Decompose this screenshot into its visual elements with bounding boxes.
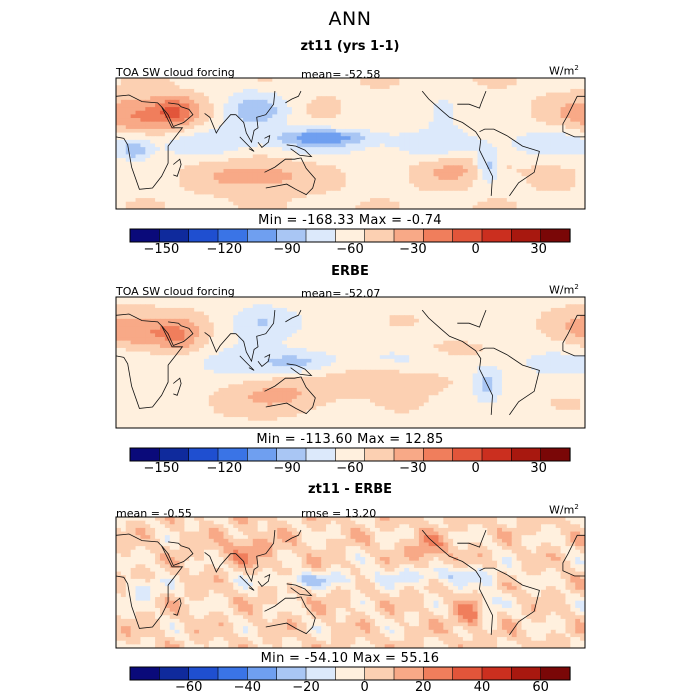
panel2-title: ERBE — [331, 264, 369, 279]
colorbar-swatch — [335, 666, 366, 681]
colorbar-tick-label: 20 — [415, 680, 432, 695]
colorbar-swatch — [393, 666, 424, 681]
figure-title: ANN — [328, 8, 372, 30]
panel1-units: W/m2 — [549, 64, 579, 78]
colorbar-swatch — [511, 666, 542, 681]
panel2-field — [116, 297, 585, 428]
colorbar-tick-label: −40 — [233, 680, 262, 695]
colorbar-swatch — [423, 666, 454, 681]
colorbar-tick-label: −30 — [399, 242, 427, 257]
panel3-title: zt11 - ERBE — [308, 482, 392, 497]
colorbar-tick-label: −60 — [336, 461, 364, 476]
colorbar-tick-label: −90 — [273, 461, 301, 476]
colorbar-swatch — [217, 666, 248, 681]
colorbar-swatch — [305, 666, 336, 681]
colorbar-swatch — [129, 666, 160, 681]
colorbar-tick-label: 60 — [532, 680, 549, 695]
panel2-colorbar — [129, 447, 571, 462]
panel3-minmax: Min = -54.10 Max = 55.16 — [260, 651, 440, 666]
panel3-colorbar — [129, 666, 571, 681]
colorbar-swatch — [481, 666, 512, 681]
colorbar-tick-label: 0 — [471, 242, 480, 257]
panel3-coastlines — [116, 529, 585, 636]
panel1-colorbar — [129, 228, 571, 243]
colorbar-tick-label: −120 — [206, 242, 243, 257]
colorbar-swatch — [452, 666, 483, 681]
panel1-variable-label: TOA SW cloud forcing — [116, 66, 235, 79]
panel3-field — [116, 517, 585, 648]
colorbar-swatch — [159, 666, 190, 681]
colorbar-tick-label: −150 — [143, 242, 180, 257]
colorbar-swatch — [540, 666, 571, 681]
colorbar-tick-label: 30 — [530, 242, 547, 257]
panel1-title: zt11 (yrs 1-1) — [300, 39, 400, 54]
panel3-units: W/m2 — [549, 503, 579, 517]
panel2-coastlines — [116, 309, 585, 416]
colorbar-swatch — [364, 666, 395, 681]
colorbar-tick-label: 40 — [473, 680, 491, 695]
panel1-field — [116, 78, 585, 209]
colorbar-tick-label: −60 — [336, 242, 364, 257]
colorbar-tick-label: −90 — [273, 242, 301, 257]
colorbar-tick-label: −150 — [143, 461, 180, 476]
colorbar-swatch — [276, 666, 307, 681]
colorbar-tick-label: −120 — [206, 461, 243, 476]
colorbar-tick-label: 0 — [471, 461, 480, 476]
panel2-variable-label: TOA SW cloud forcing — [116, 285, 235, 298]
colorbar-tick-label: −20 — [292, 680, 320, 695]
panel1-minmax: Min = -168.33 Max = -0.74 — [258, 213, 442, 228]
panel2-map-frame — [115, 296, 586, 429]
panel3-map-frame — [115, 516, 586, 649]
colorbar-swatch — [188, 666, 219, 681]
colorbar-tick-label: −60 — [174, 680, 203, 695]
colorbar-swatch — [247, 666, 278, 681]
panel2-units: W/m2 — [549, 283, 579, 297]
colorbar-tick-label: −30 — [399, 461, 427, 476]
panel1-map-frame — [115, 77, 586, 210]
colorbar-tick-label: 0 — [360, 680, 369, 695]
panel2-minmax: Min = -113.60 Max = 12.85 — [256, 432, 444, 447]
panel1-coastlines — [116, 90, 585, 197]
colorbar-tick-label: 30 — [530, 461, 547, 476]
